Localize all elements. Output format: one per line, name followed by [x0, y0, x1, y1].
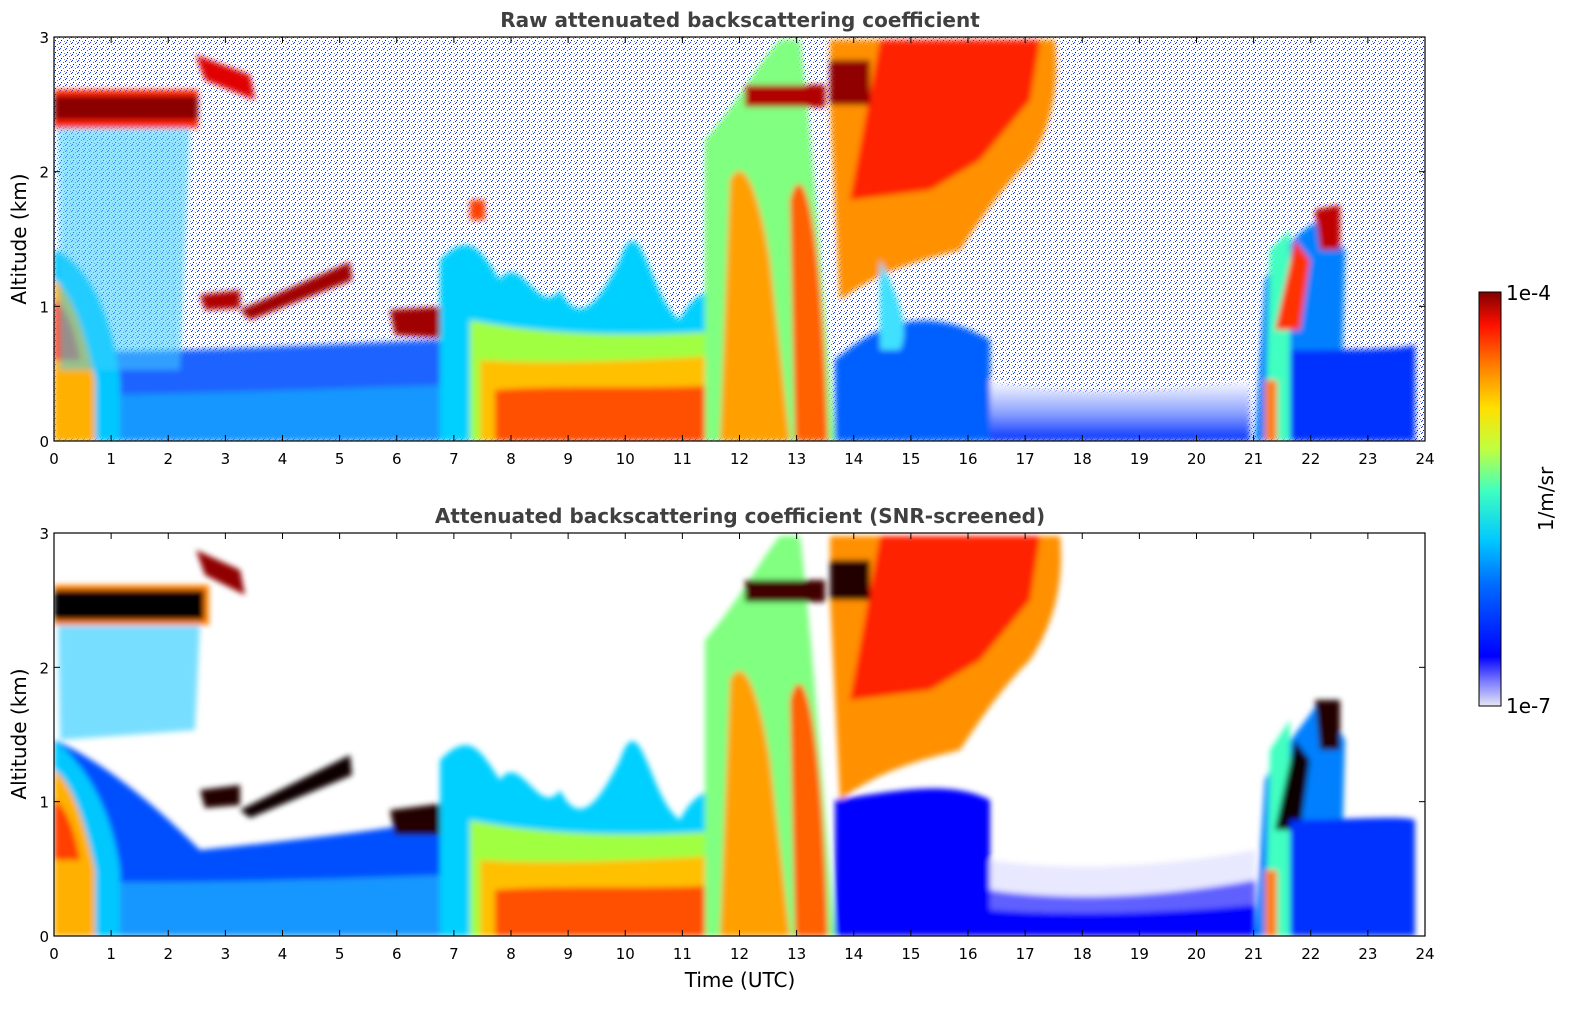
x-tick-label: 8: [506, 945, 516, 963]
y-tick-label: 1: [39, 298, 49, 316]
x-tick-label: 13: [787, 945, 806, 963]
x-tick-label: 0: [49, 945, 59, 963]
colorbar-max-label: 1e-4: [1506, 281, 1551, 305]
x-tick-label: 10: [616, 945, 635, 963]
screened-heatmap: [54, 533, 1425, 936]
screened-y-axis: 0 1 2 3: [39, 525, 1425, 946]
x-tick-label: 5: [335, 945, 345, 963]
x-tick-label: 24: [1415, 945, 1434, 963]
x-tick-label: 1: [106, 945, 116, 963]
x-tick-label: 21: [1244, 945, 1263, 963]
screened-y-axis-label: Altitude (km): [7, 668, 31, 799]
raw-panel-title: Raw attenuated backscattering coefficien…: [500, 8, 980, 32]
x-tick-label: 19: [1130, 450, 1149, 468]
x-tick-label: 4: [278, 945, 288, 963]
x-tick-label: 12: [730, 450, 749, 468]
x-tick-label: 3: [221, 450, 231, 468]
x-tick-label: 17: [1016, 945, 1035, 963]
screened-panel-title: Attenuated backscattering coefficient (S…: [435, 504, 1045, 528]
x-tick-label: 7: [449, 945, 459, 963]
x-tick-label: 18: [1073, 450, 1092, 468]
y-tick-label: 0: [39, 928, 49, 946]
x-tick-label: 2: [163, 945, 173, 963]
x-tick-label: 12: [730, 945, 749, 963]
x-tick-label: 11: [673, 945, 692, 963]
colorbar-gradient: [1478, 291, 1502, 707]
x-tick-label: 13: [787, 450, 806, 468]
x-tick-label: 24: [1415, 450, 1434, 468]
x-tick-label: 22: [1301, 945, 1320, 963]
x-tick-label: 15: [901, 450, 920, 468]
x-tick-label: 19: [1130, 945, 1149, 963]
x-tick-label: 8: [506, 450, 516, 468]
screened-backscatter-panel: Attenuated backscattering coefficient (S…: [7, 504, 1435, 992]
x-tick-label: 14: [844, 450, 863, 468]
x-tick-label: 4: [278, 450, 288, 468]
y-tick-label: 2: [39, 164, 49, 182]
y-tick-label: 1: [39, 794, 49, 812]
y-tick-label: 3: [39, 525, 49, 543]
x-tick-label: 2: [163, 450, 173, 468]
raw-x-axis: 0 1 2 3 4 5 6 7 8 9 10 11 12 13 14 15 16 17 18 19 20 21 22 23 24: [49, 37, 1435, 468]
x-tick-label: 9: [563, 945, 573, 963]
x-tick-label: 5: [335, 450, 345, 468]
y-tick-label: 3: [39, 29, 49, 47]
x-tick-label: 23: [1358, 945, 1377, 963]
raw-y-axis-label: Altitude (km): [7, 173, 31, 304]
colorbar: 1e-4 1e-7 1/m/sr: [1478, 281, 1558, 718]
x-tick-label: 22: [1301, 450, 1320, 468]
x-tick-label: 17: [1016, 450, 1035, 468]
x-tick-label: 16: [958, 450, 977, 468]
x-tick-label: 20: [1187, 450, 1206, 468]
x-tick-label: 10: [616, 450, 635, 468]
raw-y-axis: 0 1 2 3: [39, 29, 1425, 451]
colorbar-unit-label: 1/m/sr: [1534, 466, 1558, 531]
x-axis-label: Time (UTC): [684, 968, 796, 992]
x-tick-label: 0: [49, 450, 59, 468]
x-tick-label: 23: [1358, 450, 1377, 468]
x-tick-label: 9: [563, 450, 573, 468]
y-tick-label: 2: [39, 659, 49, 677]
x-tick-label: 18: [1073, 945, 1092, 963]
x-tick-label: 6: [392, 450, 402, 468]
x-tick-label: 14: [844, 945, 863, 963]
x-tick-label: 20: [1187, 945, 1206, 963]
x-tick-label: 15: [901, 945, 920, 963]
x-tick-label: 7: [449, 450, 459, 468]
raw-heatmap: [54, 37, 1425, 441]
x-tick-label: 21: [1244, 450, 1263, 468]
raw-backscatter-panel: Raw attenuated backscattering coefficien…: [7, 8, 1435, 468]
x-tick-label: 3: [221, 945, 231, 963]
y-tick-label: 0: [39, 433, 49, 451]
colorbar-min-label: 1e-7: [1506, 694, 1551, 718]
x-tick-label: 6: [392, 945, 402, 963]
screened-x-axis: 0 1 2 3 4 5 6 7 8 9 10 11 12 13 14 15 16 17 18 19 20 21 22 23 24: [49, 533, 1435, 963]
x-tick-label: 11: [673, 450, 692, 468]
x-tick-label: 1: [106, 450, 116, 468]
x-tick-label: 16: [958, 945, 977, 963]
